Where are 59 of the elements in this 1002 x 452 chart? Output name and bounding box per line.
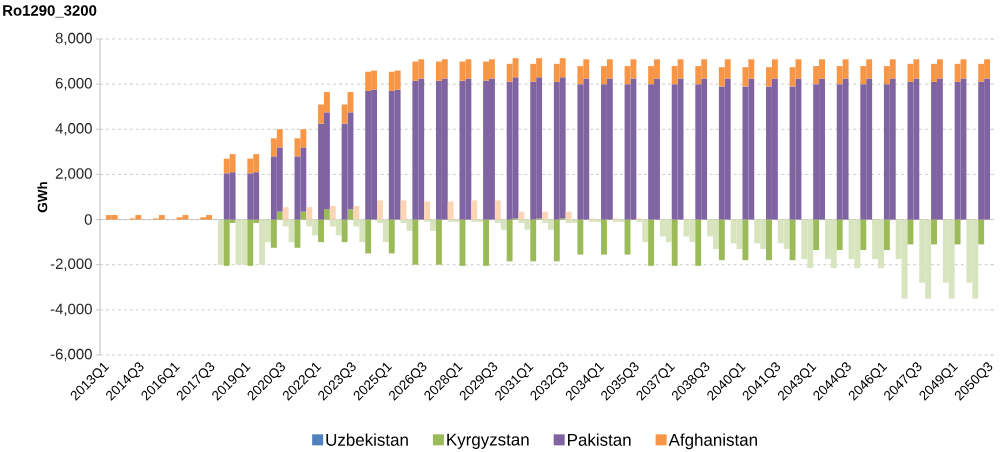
bar (648, 219, 655, 266)
bar (553, 219, 560, 262)
bar (276, 211, 283, 220)
y-axis-title: GWh (37, 182, 48, 213)
chart-title: Ro1290_3200 (3, 5, 97, 18)
bar (471, 200, 478, 220)
bar (447, 201, 454, 220)
bar (530, 219, 537, 262)
bar (695, 219, 702, 266)
y-tick-label: 4,000 (55, 123, 92, 136)
bar (542, 211, 548, 220)
bar (306, 207, 313, 220)
bar (353, 206, 360, 220)
legend-label: Afghanistan (668, 433, 757, 450)
y-tick-label: 0 (84, 214, 92, 225)
bar (954, 219, 961, 245)
bar (365, 219, 372, 254)
bar (318, 219, 324, 243)
bar (742, 219, 749, 261)
bar (388, 219, 395, 254)
bar (813, 219, 820, 251)
bar (601, 219, 607, 255)
bar (323, 209, 330, 220)
bar (860, 219, 867, 251)
bar (883, 219, 890, 251)
bar (217, 219, 224, 265)
y-tick-label: -6,000 (50, 348, 92, 362)
bar (506, 219, 513, 262)
bar (836, 219, 843, 251)
bar (412, 219, 419, 265)
bar (518, 211, 525, 220)
bar (329, 206, 336, 220)
y-tick-label: -2,000 (50, 258, 92, 271)
bar (494, 200, 501, 220)
bar (347, 209, 354, 220)
legend-label: Pakistan (568, 433, 631, 446)
bar (282, 207, 289, 220)
bar (978, 219, 985, 245)
bar (931, 219, 937, 245)
bar (907, 219, 914, 245)
bar (718, 219, 725, 261)
bar (483, 219, 490, 266)
y-tick-label: 8,000 (55, 32, 92, 46)
y-tick-label: -4,000 (50, 303, 92, 317)
bar (435, 219, 442, 265)
bar (577, 219, 584, 255)
legend-label: Uzbekistan (326, 433, 408, 446)
bar (300, 211, 307, 220)
bar (341, 219, 348, 243)
bar (377, 200, 383, 220)
bar (789, 219, 796, 261)
y-tick-label: 2,000 (55, 168, 92, 181)
bar (424, 201, 431, 220)
bar (671, 219, 678, 266)
bar (270, 219, 277, 248)
bar (766, 219, 772, 261)
legend-label: Kyrgyzstan (447, 433, 529, 449)
bar (565, 211, 572, 220)
y-tick-label: 6,000 (55, 77, 92, 91)
